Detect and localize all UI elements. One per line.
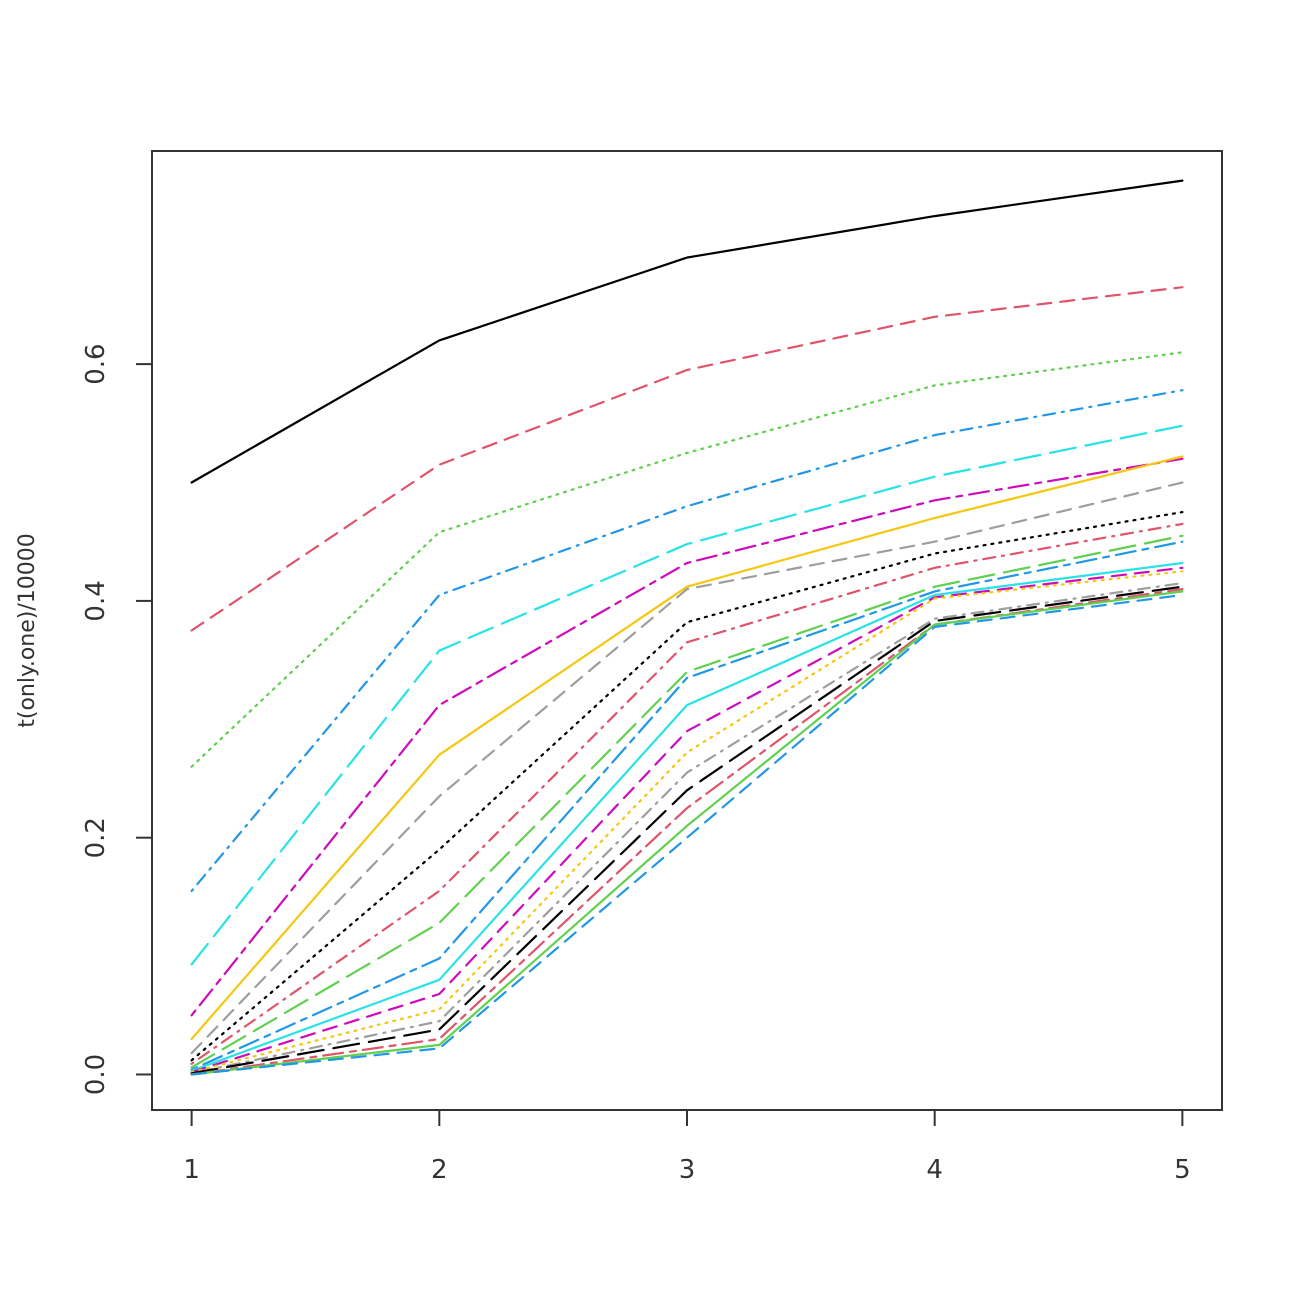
series-line-2 (190, 286, 1184, 632)
series-line-11 (190, 534, 1184, 1069)
x-tick-label: 4 (926, 1155, 943, 1185)
series-line-5 (190, 424, 1184, 966)
series-line-9 (190, 510, 1184, 1062)
series-line-17 (190, 585, 1184, 1075)
series-line-3 (190, 351, 1184, 768)
series-line-20 (190, 593, 1184, 1076)
series-line-6 (190, 457, 1184, 1017)
series-line-1 (190, 179, 1184, 484)
series-line-12 (190, 540, 1184, 1071)
series-line-15 (190, 570, 1184, 1074)
y-tick-label: 0.2 (81, 817, 111, 858)
series-line-7 (190, 455, 1184, 1041)
series-line-4 (190, 389, 1184, 893)
series-line-19 (190, 590, 1184, 1076)
y-axis: 0.0 0.2 0.4 0.6 (81, 343, 153, 1095)
x-tick-label: 3 (679, 1155, 696, 1185)
x-tick-label: 1 (183, 1155, 200, 1185)
y-tick-label: 0.6 (81, 343, 111, 384)
x-tick-label: 2 (431, 1155, 448, 1185)
series-line-10 (190, 522, 1184, 1065)
series-line-16 (190, 581, 1184, 1075)
series-line-13 (190, 561, 1184, 1073)
series-line-8 (190, 481, 1184, 1055)
y-tick-label: 0.0 (81, 1054, 111, 1095)
series-line-14 (190, 566, 1184, 1074)
y-axis-label: t(only.one)/10000 (15, 533, 40, 728)
series-layer (190, 179, 1184, 1076)
y-tick-label: 0.4 (81, 580, 111, 621)
x-tick-label: 5 (1174, 1155, 1191, 1185)
x-axis: 1 2 3 4 5 (183, 1109, 1191, 1185)
